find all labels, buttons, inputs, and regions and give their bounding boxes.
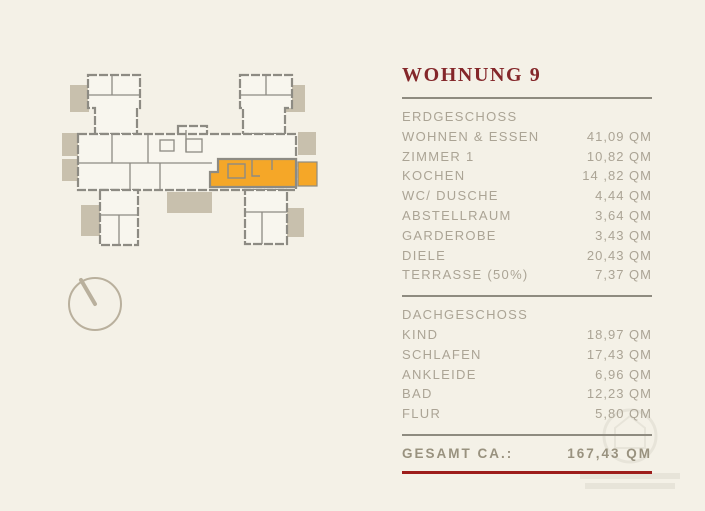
floorplan-svg bbox=[62, 73, 318, 331]
total-label: GESAMT CA.: bbox=[402, 445, 514, 461]
room-label: ZIMMER 1 bbox=[402, 148, 475, 164]
divider-between-sections bbox=[402, 295, 652, 298]
room-row: ABSTELLRAUM 3,64 QM bbox=[402, 206, 652, 226]
room-label: TERRASSE (50%) bbox=[402, 267, 529, 283]
room-area: 6,96 QM bbox=[595, 366, 652, 382]
section-dachgeschoss: DACHGESCHOSS KIND 18,97 QM SCHLAFEN 17,4… bbox=[402, 305, 652, 424]
room-label: KOCHEN bbox=[402, 168, 466, 184]
room-label: DIELE bbox=[402, 247, 447, 263]
divider-under-title bbox=[402, 97, 652, 99]
room-label: GARDEROBE bbox=[402, 227, 497, 243]
room-row: WC/ DUSCHE 4,44 QM bbox=[402, 186, 652, 206]
room-row: BAD 12,23 QM bbox=[402, 384, 652, 404]
room-area: 10,82 QM bbox=[586, 148, 652, 164]
room-label: SCHLAFEN bbox=[402, 346, 482, 362]
room-area: 3,43 QM bbox=[595, 227, 652, 243]
highlighted-unit bbox=[208, 157, 318, 189]
room-area: 14 ,82 QM bbox=[582, 168, 652, 184]
room-row: WOHNEN & ESSEN 41,09 QM bbox=[402, 127, 652, 147]
section-heading: ERDGESCHOSS bbox=[402, 109, 518, 124]
room-row: DIELE 20,43 QM bbox=[402, 246, 652, 266]
room-area: 41,09 QM bbox=[586, 128, 652, 144]
room-area: 20,43 QM bbox=[586, 247, 652, 263]
interior-walls bbox=[78, 75, 292, 245]
room-area: 12,23 QM bbox=[586, 386, 652, 402]
building-outline bbox=[76, 73, 298, 247]
balcony-terraces bbox=[62, 85, 316, 237]
room-area: 18,97 QM bbox=[586, 326, 652, 342]
room-label: FLUR bbox=[402, 406, 442, 422]
room-label: ANKLEIDE bbox=[402, 366, 477, 382]
room-area: 17,43 QM bbox=[586, 346, 652, 362]
room-row: FLUR 5,80 QM bbox=[402, 404, 652, 424]
room-area: 4,44 QM bbox=[595, 188, 652, 204]
room-label: WC/ DUSCHE bbox=[402, 188, 499, 204]
total-value: 167,43 QM bbox=[567, 445, 652, 461]
room-label: ABSTELLRAUM bbox=[402, 207, 512, 223]
room-rows: WOHNEN & ESSEN 41,09 QM ZIMMER 1 10,82 Q… bbox=[402, 127, 652, 285]
room-row: ZIMMER 1 10,82 QM bbox=[402, 147, 652, 167]
room-area: 3,64 QM bbox=[595, 207, 652, 223]
compass-icon bbox=[68, 277, 122, 331]
room-label: WOHNEN & ESSEN bbox=[402, 128, 540, 144]
section-heading: DACHGESCHOSS bbox=[402, 307, 529, 323]
unit-data-panel: WOHNUNG 9 ERDGESCHOSS WOHNEN & ESSEN 41,… bbox=[402, 64, 652, 474]
floorplan bbox=[55, 65, 327, 350]
page-title: WOHNUNG 9 bbox=[402, 64, 542, 86]
unit-terrace bbox=[297, 161, 318, 187]
unit-interior-walls bbox=[227, 159, 273, 179]
divider-before-total bbox=[402, 433, 652, 436]
room-row: ANKLEIDE 6,96 QM bbox=[402, 365, 652, 385]
room-row: KOCHEN 14 ,82 QM bbox=[402, 166, 652, 186]
room-area: 7,37 QM bbox=[595, 267, 652, 283]
room-row: GARDEROBE 3,43 QM bbox=[402, 226, 652, 246]
room-row: SCHLAFEN 17,43 QM bbox=[402, 345, 652, 365]
room-row: TERRASSE (50%) 7,37 QM bbox=[402, 265, 652, 285]
room-row: KIND 18,97 QM bbox=[402, 325, 652, 345]
total-row: GESAMT CA.: 167,43 QM bbox=[402, 444, 652, 464]
room-label: BAD bbox=[402, 386, 433, 402]
red-underline bbox=[402, 470, 652, 474]
section-erdgeschoss: ERDGESCHOSS WOHNEN & ESSEN 41,09 QM ZIMM… bbox=[402, 107, 652, 285]
room-label: KIND bbox=[402, 326, 439, 342]
room-rows: KIND 18,97 QM SCHLAFEN 17,43 QM ANKLEIDE… bbox=[402, 325, 652, 424]
room-area: 5,80 QM bbox=[595, 406, 652, 422]
